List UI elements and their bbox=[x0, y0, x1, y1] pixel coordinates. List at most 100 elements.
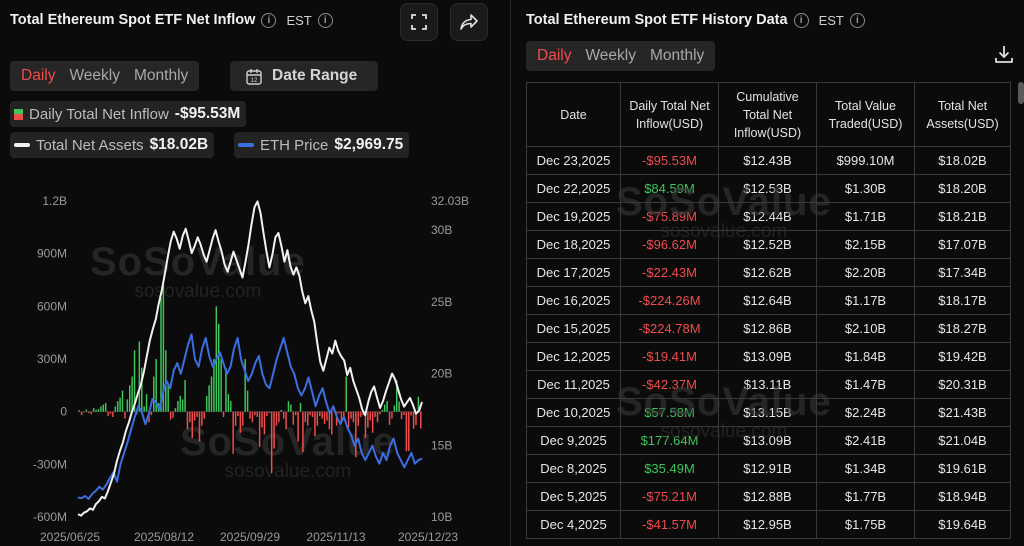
tab-weekly[interactable]: Weekly bbox=[69, 67, 120, 84]
inflow-bar bbox=[181, 399, 184, 412]
share-icon bbox=[460, 14, 478, 30]
cell-total-value-traded: $1.17B bbox=[816, 286, 915, 315]
inflow-bar bbox=[396, 380, 398, 412]
table-row[interactable]: Dec 23,2025 -$95.53M $12.43B $999.10M $18.02… bbox=[526, 146, 1011, 175]
inflow-bar bbox=[227, 394, 230, 412]
inflow-bar bbox=[203, 411, 206, 419]
inflow-bar bbox=[251, 411, 254, 423]
legend-eth-price-label: ETH Price bbox=[260, 136, 329, 154]
inflow-bar bbox=[95, 409, 97, 412]
history-table-wrap[interactable]: Date Daily Total Net Inflow(USD) Cumulat… bbox=[526, 82, 1016, 546]
inflow-bar bbox=[314, 411, 316, 437]
tab-daily[interactable]: Daily bbox=[21, 67, 56, 84]
inflow-bar bbox=[273, 411, 275, 449]
column-header-daily-net-inflow[interactable]: Daily Total Net Inflow(USD) bbox=[620, 82, 719, 147]
tab-monthly[interactable]: Monthly bbox=[650, 47, 705, 64]
table-row[interactable]: Dec 19,2025 -$75.89M $12.44B $1.71B $18.21B bbox=[526, 202, 1011, 231]
column-header-total-net-assets[interactable]: Total Net Assets(USD) bbox=[914, 82, 1011, 147]
table-row[interactable]: Dec 17,2025 -$22.43M $12.62B $2.20B $17.34B bbox=[526, 258, 1011, 287]
inflow-bar bbox=[383, 404, 386, 412]
eth-price-line bbox=[77, 333, 423, 500]
inflow-bar bbox=[220, 359, 222, 412]
inflow-bar bbox=[162, 285, 165, 412]
inflow-bar bbox=[364, 411, 367, 438]
table-row[interactable]: Dec 10,2025 $57.58M $13.15B $2.24B $21.43B bbox=[526, 398, 1011, 427]
table-row[interactable]: Dec 18,2025 -$96.62M $12.52B $2.15B $17.07B bbox=[526, 230, 1011, 259]
inflow-bar bbox=[145, 394, 148, 412]
inflow-bar bbox=[371, 411, 374, 433]
table-row[interactable]: Dec 12,2025 -$19.41M $13.09B $1.84B $19.42B bbox=[526, 342, 1011, 371]
timezone-label: EST bbox=[286, 12, 312, 28]
legend-eth-price[interactable]: ETH Price $2,969.75 bbox=[234, 132, 410, 158]
info-icon[interactable]: i bbox=[261, 12, 277, 28]
inflow-bar bbox=[403, 411, 405, 416]
cell-total-net-assets: $17.07B bbox=[914, 230, 1011, 259]
table-row[interactable]: Dec 22,2025 $84.59M $12.53B $1.30B $18.20B bbox=[526, 174, 1011, 203]
cell-total-net-assets: $18.02B bbox=[914, 146, 1011, 175]
cell-date: Dec 12,2025 bbox=[526, 342, 621, 371]
info-icon[interactable]: i bbox=[793, 12, 809, 28]
inflow-bar bbox=[237, 411, 239, 417]
inflow-bar bbox=[104, 402, 107, 412]
panel-divider bbox=[510, 0, 511, 546]
x-tick-label: 2025/11/13 bbox=[306, 530, 365, 544]
cell-cumulative-net-inflow: $12.44B bbox=[718, 202, 817, 231]
cell-total-value-traded: $2.41B bbox=[816, 426, 915, 455]
eth-price-swatch-icon bbox=[238, 143, 254, 147]
cell-date: Dec 4,2025 bbox=[526, 510, 621, 539]
download-button[interactable] bbox=[990, 40, 1018, 68]
table-row[interactable]: Dec 9,2025 $177.64M $13.09B $2.41B $21.04B bbox=[526, 426, 1011, 455]
cell-date: Dec 18,2025 bbox=[526, 230, 621, 259]
date-range-button[interactable]: 12 Date Range bbox=[230, 61, 378, 91]
share-button[interactable] bbox=[450, 3, 488, 41]
table-row[interactable]: Dec 16,2025 -$224.26M $12.64B $1.17B $18.17B bbox=[526, 286, 1011, 315]
inflow-bar bbox=[213, 359, 215, 412]
table-scrollbar[interactable] bbox=[1018, 82, 1024, 104]
inflow-bar bbox=[116, 401, 119, 412]
column-header-cumulative-net-inflow[interactable]: Cumulative Total Net Inflow(USD) bbox=[718, 82, 817, 147]
inflow-bar bbox=[261, 411, 263, 428]
table-row[interactable]: Dec 5,2025 -$75.21M $12.88B $1.77B $18.94B bbox=[526, 482, 1011, 511]
column-header-total-value-traded[interactable]: Total Value Traded(USD) bbox=[816, 82, 915, 147]
timezone-info-icon[interactable]: i bbox=[317, 12, 333, 28]
table-row[interactable]: Dec 8,2025 $35.49M $12.91B $1.34B $19.61B bbox=[526, 454, 1011, 483]
column-header-date[interactable]: Date bbox=[526, 82, 621, 147]
net-inflow-chart[interactable]: 1.2B 900M 600M 300M 0 -300M -600M 32.03B 30B 25B 2… bbox=[0, 180, 500, 546]
inflow-bar bbox=[304, 411, 307, 423]
cell-cumulative-net-inflow: $12.91B bbox=[718, 454, 817, 483]
y-right-tick-label: 32.03B bbox=[431, 194, 469, 208]
inflow-bar bbox=[412, 411, 415, 429]
inflow-bar bbox=[153, 376, 155, 412]
legend-net-inflow[interactable]: Daily Total Net Inflow -$95.53M bbox=[10, 101, 247, 127]
inflow-bar bbox=[292, 411, 295, 425]
table-row[interactable]: Dec 4,2025 -$41.57M $12.95B $1.75B $19.64B bbox=[526, 510, 1011, 539]
fullscreen-button[interactable] bbox=[400, 3, 438, 41]
legend-net-assets-value: $18.02B bbox=[149, 136, 209, 153]
legend-net-assets[interactable]: Total Net Assets $18.02B bbox=[10, 132, 215, 158]
inflow-bar bbox=[326, 411, 328, 421]
tab-monthly[interactable]: Monthly bbox=[134, 67, 189, 84]
inflow-bar bbox=[100, 406, 102, 412]
inflow-bar bbox=[405, 411, 408, 452]
inflow-bar bbox=[275, 411, 278, 426]
inflow-bar bbox=[323, 411, 326, 424]
cell-total-value-traded: $1.30B bbox=[816, 174, 915, 203]
inflow-bar bbox=[379, 411, 381, 415]
cell-total-value-traded: $1.84B bbox=[816, 342, 915, 371]
inflow-bar bbox=[294, 411, 297, 416]
inflow-bar bbox=[119, 397, 121, 412]
cell-total-net-assets: $18.17B bbox=[914, 286, 1011, 315]
inflow-bar bbox=[400, 411, 403, 420]
inflow-bar bbox=[205, 395, 208, 412]
table-row[interactable]: Dec 15,2025 -$224.78M $12.86B $2.10B $18.27B bbox=[526, 314, 1011, 343]
cell-total-net-assets: $19.42B bbox=[914, 342, 1011, 371]
cell-date: Dec 16,2025 bbox=[526, 286, 621, 315]
table-row[interactable]: Dec 11,2025 -$42.37M $13.11B $1.47B $20.31B bbox=[526, 370, 1011, 399]
y-right-tick-label: 10B bbox=[431, 510, 452, 524]
tab-weekly[interactable]: Weekly bbox=[585, 47, 636, 64]
inflow-bar bbox=[155, 359, 157, 412]
timezone-info-icon[interactable]: i bbox=[849, 12, 865, 28]
tab-daily[interactable]: Daily bbox=[537, 47, 572, 64]
inflow-bar bbox=[249, 411, 251, 419]
inflow-bar bbox=[357, 411, 359, 426]
